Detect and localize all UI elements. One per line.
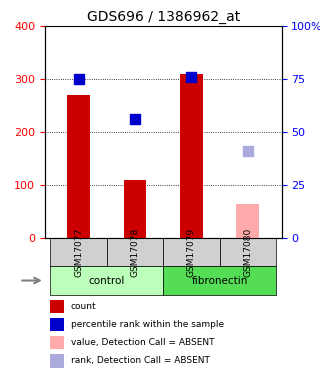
Text: value, Detection Call = ABSENT: value, Detection Call = ABSENT [71, 338, 214, 347]
Text: GSM17077: GSM17077 [74, 228, 83, 277]
Bar [180, 74, 203, 238]
Text: GSM17078: GSM17078 [131, 228, 140, 277]
Text: fibronectin: fibronectin [191, 276, 248, 285]
Bar [67, 95, 90, 238]
FancyBboxPatch shape [163, 267, 276, 295]
Bar [50, 318, 64, 331]
Bar [124, 180, 146, 238]
Text: control: control [89, 276, 125, 285]
Text: rank, Detection Call = ABSENT: rank, Detection Call = ABSENT [71, 357, 210, 366]
FancyBboxPatch shape [51, 267, 163, 295]
FancyBboxPatch shape [107, 238, 163, 267]
Text: percentile rank within the sample: percentile rank within the sample [71, 320, 224, 329]
FancyBboxPatch shape [220, 238, 276, 267]
Title: GDS696 / 1386962_at: GDS696 / 1386962_at [87, 10, 240, 24]
Point [189, 74, 194, 80]
FancyBboxPatch shape [163, 238, 220, 267]
Bar [50, 300, 64, 313]
Bar [236, 204, 259, 238]
Point [76, 76, 81, 82]
Bar [50, 336, 64, 349]
Point [245, 148, 250, 154]
FancyBboxPatch shape [51, 238, 107, 267]
Text: GSM17079: GSM17079 [187, 228, 196, 277]
Text: GSM17080: GSM17080 [243, 228, 252, 277]
Point [132, 116, 138, 122]
Text: count: count [71, 302, 96, 311]
Bar [50, 354, 64, 368]
